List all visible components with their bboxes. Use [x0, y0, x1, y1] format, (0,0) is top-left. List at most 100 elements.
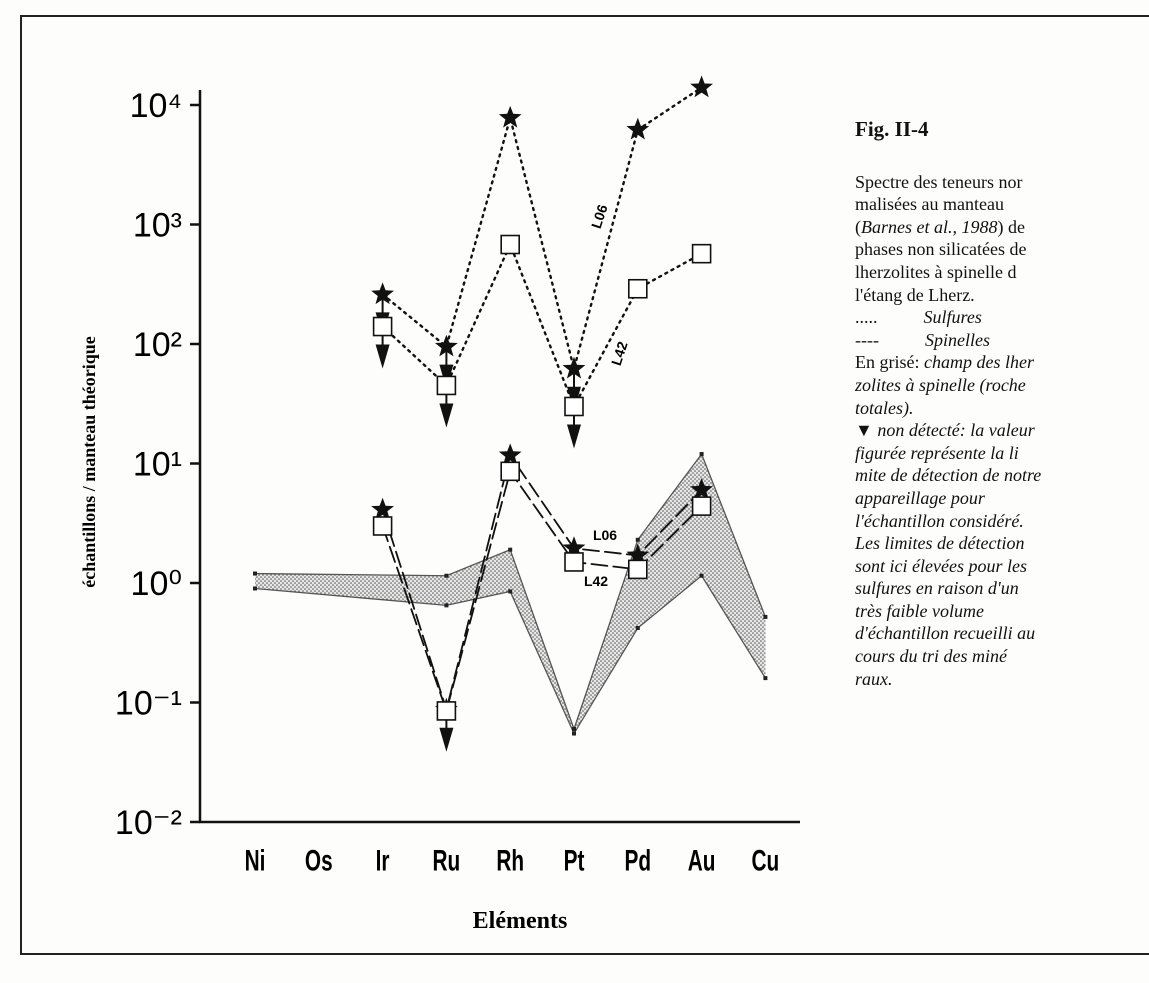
caption-line: zolites à spinelle (roche — [855, 374, 1149, 397]
series-line — [381, 241, 703, 410]
caption-line: cours du tri des miné — [855, 645, 1149, 668]
y-tick-label: 10⁻² — [115, 804, 182, 842]
non-detected-arrow — [439, 403, 454, 428]
star-marker — [690, 478, 713, 500]
caption-line: Spectre des teneurs nor — [855, 171, 1149, 194]
caption-text: sont ici élevées pour les — [855, 555, 1027, 576]
caption-text: zolites à spinelle (roche — [855, 374, 1026, 395]
caption-text: malisées au manteau — [855, 194, 1004, 215]
caption-line: figurée représente la li — [855, 442, 1149, 465]
field-point — [444, 603, 449, 608]
x-tick-label: Ru — [433, 845, 461, 878]
caption-text: ---- — [855, 329, 879, 350]
caption-text: sulfures en raison d'un — [855, 578, 1019, 599]
caption-text: ▼ — [855, 420, 878, 441]
y-tick-label: 10³ — [133, 207, 182, 245]
field-lower — [254, 574, 766, 735]
caption-text: Sulfures — [923, 307, 982, 328]
y-tick-label: 10⁻¹ — [115, 685, 182, 723]
caption-line: appareillage pour — [855, 487, 1149, 510]
x-tick-label: Pt — [564, 845, 585, 878]
x-tick-label: Ir — [376, 845, 390, 878]
caption-text: Les limites de détection — [855, 533, 1025, 554]
caption-text: l'étang de Lherz. — [855, 284, 975, 305]
non-detected-arrow — [375, 344, 390, 369]
caption-text: Barnes et al., 1988 — [861, 216, 998, 237]
field-area — [255, 454, 766, 734]
caption-line: (Barnes et al., 1988) de — [855, 216, 1149, 239]
caption-line: raux. — [855, 668, 1149, 691]
series-label: L06 — [593, 527, 617, 543]
caption-text: totales). — [855, 397, 914, 418]
caption-line: malisées au manteau — [855, 193, 1149, 216]
series-line — [381, 453, 703, 714]
star-marker — [690, 75, 713, 98]
caption-line: ---- Spinelles — [855, 329, 1149, 352]
caption-text: d'échantillon recueilli au — [855, 623, 1036, 644]
caption-text: très faible volume — [855, 600, 984, 621]
star-marker — [562, 536, 586, 558]
square-marker — [372, 316, 393, 337]
series-label: L42 — [584, 573, 608, 589]
star-marker — [626, 117, 650, 140]
field-point — [763, 676, 768, 681]
x-tick-label: Os — [305, 845, 333, 878]
caption-line: En grisé: champ des lher — [855, 351, 1149, 374]
caption-line: ▼ non détecté: la valeur — [855, 419, 1149, 442]
caption-line: ..... Sulfures — [855, 306, 1149, 329]
caption-text: ) de — [997, 216, 1025, 237]
caption-line: phases non silicatées de — [855, 238, 1149, 261]
caption-text: l'échantillon considéré. — [855, 510, 1024, 531]
star-marker — [626, 543, 650, 566]
caption-line: sulfures en raison d'un — [855, 577, 1149, 600]
caption-text: ( — [855, 216, 861, 237]
non-detected-arrow — [439, 727, 454, 752]
star-marker — [498, 443, 522, 466]
series-label: L06 — [588, 202, 611, 230]
caption-line: l'échantillon considéré. — [855, 510, 1149, 533]
caption-line: Les limites de détection — [855, 532, 1149, 555]
square-marker — [691, 496, 712, 516]
field-point — [763, 614, 768, 619]
caption-text: figurée représente la li — [855, 442, 1019, 463]
y-tick-label: 10² — [133, 326, 182, 364]
y-axis-label: échantillons / manteau théorique — [79, 336, 99, 588]
field-point — [444, 573, 449, 578]
square-marker — [627, 559, 648, 580]
non-detected-arrow — [567, 424, 581, 449]
field-point — [572, 731, 576, 736]
caption-text: champ des lher — [924, 352, 1034, 373]
star-marker — [435, 334, 458, 357]
field-point — [508, 547, 513, 552]
caption: Fig. II-4 Spectre des teneurs nor malisée… — [855, 118, 1149, 690]
field-point — [508, 589, 513, 594]
caption-text: ..... — [855, 307, 878, 328]
x-tick-label: Pd — [625, 845, 652, 878]
x-tick-label: Ni — [245, 845, 266, 878]
x-axis-label: Eléments — [473, 908, 568, 934]
field-point — [253, 571, 257, 576]
square-marker — [564, 552, 584, 572]
caption-text: cours du tri des miné — [855, 646, 1007, 667]
caption-title: Fig. II-4 — [855, 117, 929, 141]
caption-line: mite de détection de notre — [855, 464, 1149, 487]
star-marker — [498, 105, 522, 128]
square-marker — [436, 375, 457, 396]
star-marker — [371, 497, 394, 520]
caption-line: d'échantillon recueilli au — [855, 622, 1149, 645]
caption-text: Spectre des teneurs nor — [855, 171, 1023, 192]
frame — [20, 15, 1149, 955]
square-marker — [372, 516, 393, 536]
star-marker — [371, 282, 394, 305]
field-point — [699, 573, 704, 578]
caption-line: sont ici élevées pour les — [855, 555, 1149, 578]
series-line — [381, 86, 703, 374]
caption-text: mite de détection de notre — [855, 465, 1042, 486]
star-marker — [562, 356, 586, 379]
caption-text: lherzolites à spinelle d — [855, 261, 1017, 282]
square-marker — [564, 396, 584, 417]
caption-text: En grisé: — [855, 352, 924, 373]
caption-line: l'étang de Lherz. — [855, 284, 1149, 307]
field-point — [635, 626, 640, 631]
